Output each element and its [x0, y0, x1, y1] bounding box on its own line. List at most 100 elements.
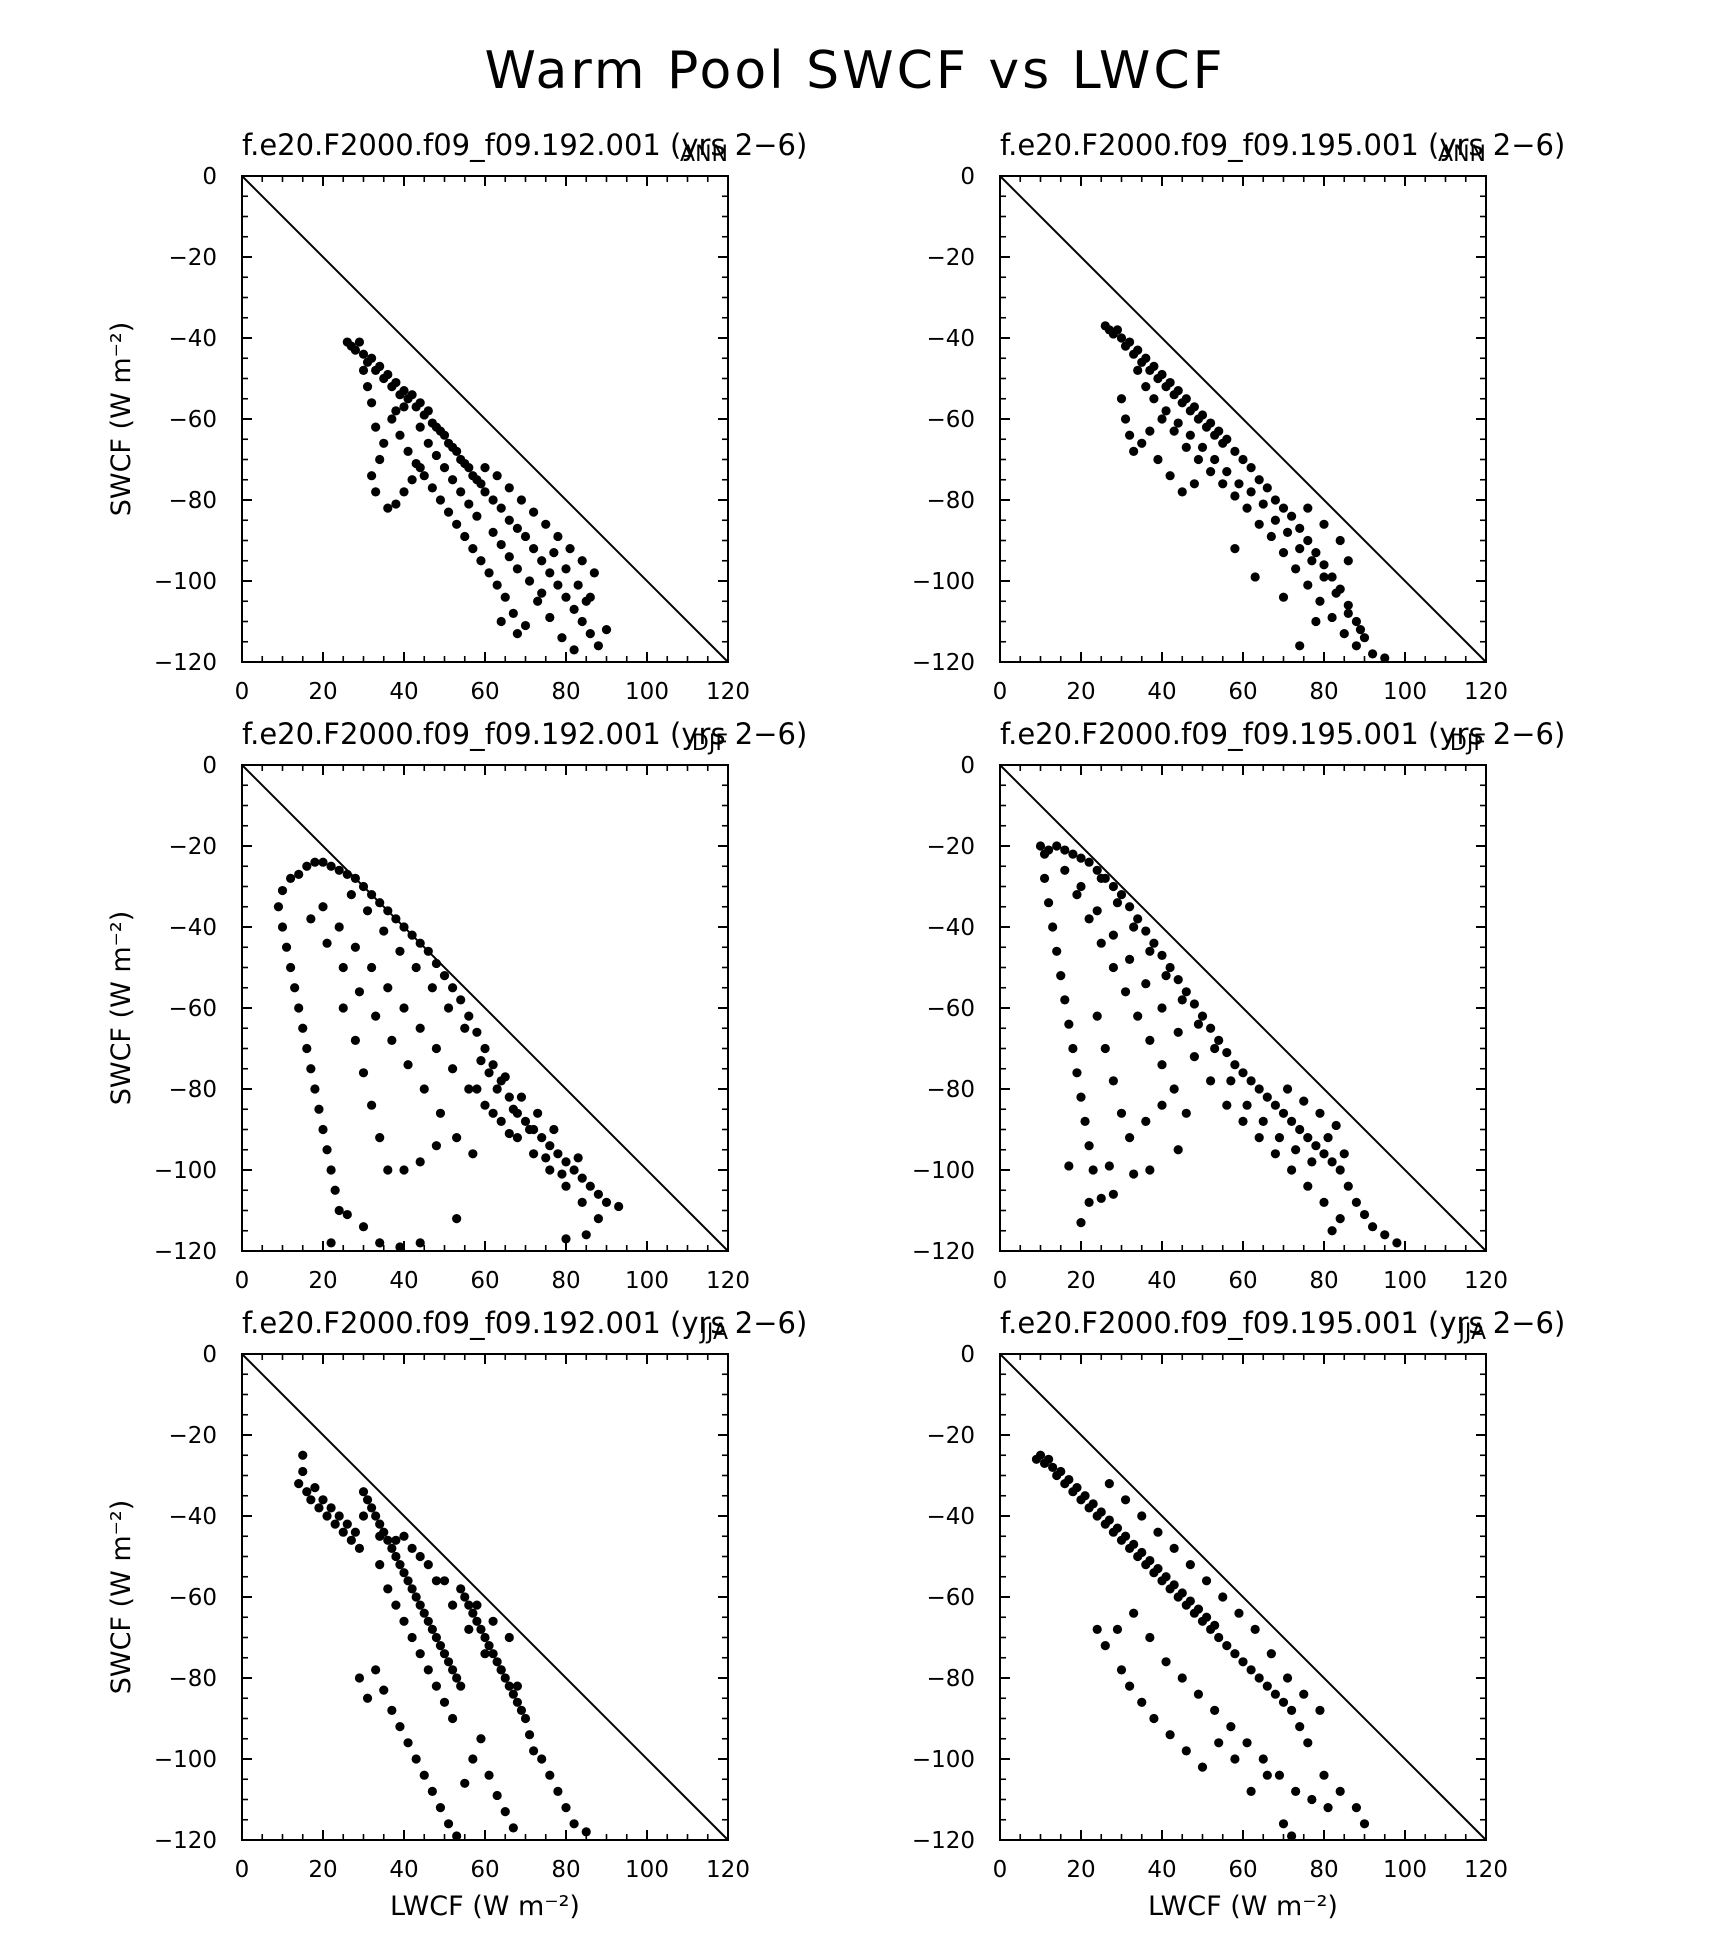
data-point: [1282, 1084, 1293, 1094]
data-point: [1206, 1023, 1216, 1033]
data-point: [1278, 1819, 1289, 1829]
data-point: [1262, 1092, 1272, 1102]
data-point: [1169, 1543, 1179, 1553]
data-point: [496, 1116, 506, 1126]
data-point: [1120, 1495, 1131, 1505]
data-point: [569, 604, 579, 614]
data-point: [395, 946, 405, 956]
y-tick-label: 0: [960, 753, 975, 779]
data-point: [322, 1511, 332, 1521]
data-point: [1096, 1507, 1106, 1517]
data-point: [342, 1519, 352, 1529]
data-point: [1278, 1697, 1289, 1707]
scatter-panel-1: 0 20 40 60 80 100 120 0 −20 −40 −60 −80 −100 −120 f.e2…: [106, 128, 807, 705]
data-point: [1064, 1019, 1074, 1029]
x-tick-label: 0: [235, 679, 250, 705]
data-point: [350, 1527, 360, 1537]
data-point: [480, 487, 490, 497]
data-point: [277, 885, 288, 896]
data-point: [415, 1649, 425, 1659]
data-point: [1351, 1803, 1361, 1813]
data-point: [1052, 946, 1062, 956]
y-tick-label: −40: [926, 326, 975, 352]
data-point: [1125, 430, 1135, 440]
data-point: [1368, 1222, 1378, 1232]
data-point: [589, 568, 599, 578]
data-point: [1133, 1011, 1143, 1021]
data-point: [593, 641, 604, 651]
data-point: [520, 1116, 531, 1126]
data-point: [1234, 1608, 1244, 1618]
data-point: [480, 463, 490, 473]
data-point: [1141, 979, 1151, 989]
data-point: [480, 1100, 490, 1110]
data-point: [601, 1197, 612, 1207]
data-point: [358, 1487, 369, 1497]
x-tick-label: 100: [625, 1268, 669, 1294]
data-point: [1246, 1076, 1256, 1086]
data-point: [1343, 608, 1353, 619]
data-point: [1218, 479, 1228, 489]
data-point: [391, 914, 401, 924]
data-point: [492, 471, 502, 481]
data-point: [322, 1145, 332, 1155]
data-point: [1250, 572, 1260, 582]
one-to-one-line: [241, 175, 729, 663]
data-point: [1282, 1673, 1293, 1683]
data-point: [367, 353, 377, 363]
x-axis-title: LWCF (W m⁻²): [1148, 1891, 1338, 1922]
data-point: [1335, 535, 1345, 546]
data-point: [577, 1173, 587, 1183]
data-point: [529, 507, 539, 517]
data-point: [585, 592, 595, 602]
panel-title: f.e20.F2000.f09_f09.195.001 (yrs 2−6): [1000, 128, 1565, 162]
data-point: [1303, 1181, 1313, 1191]
data-point: [443, 1003, 454, 1013]
data-point: [504, 552, 514, 562]
data-point: [427, 983, 437, 993]
data-point: [614, 1201, 624, 1212]
data-point: [1339, 629, 1349, 639]
data-point: [549, 548, 559, 558]
data-point: [1343, 1181, 1353, 1191]
data-point: [1359, 1819, 1370, 1829]
data-point: [601, 625, 612, 635]
x-tick-label: 120: [706, 1857, 750, 1883]
data-point: [464, 1011, 474, 1021]
data-point: [516, 1092, 527, 1102]
panel-title: f.e20.F2000.f09_f09.192.001 (yrs 2−6): [242, 1306, 807, 1340]
y-tick-label: 0: [960, 164, 975, 190]
data-point: [1210, 1705, 1220, 1715]
data-point: [1262, 1770, 1272, 1780]
data-point: [1068, 849, 1078, 859]
data-point: [415, 422, 425, 432]
data-point: [573, 580, 583, 590]
data-point: [561, 1234, 571, 1244]
data-point: [464, 1624, 474, 1634]
data-point: [488, 1060, 498, 1070]
data-point: [1185, 1596, 1195, 1606]
data-point: [1380, 1230, 1390, 1240]
data-point: [512, 1133, 523, 1143]
data-point: [1064, 1474, 1074, 1485]
data-point: [512, 564, 523, 574]
data-point: [472, 1600, 482, 1610]
data-point: [1319, 560, 1329, 570]
data-point: [448, 1713, 458, 1724]
data-point: [448, 1064, 458, 1074]
data-point: [468, 1754, 478, 1764]
x-tick-label: 40: [1147, 1857, 1176, 1883]
data-point: [452, 1133, 462, 1143]
data-point: [367, 471, 377, 481]
data-point: [1169, 1580, 1179, 1590]
data-point: [1153, 454, 1163, 465]
data-point: [1206, 418, 1216, 428]
data-point: [1112, 1523, 1123, 1533]
data-point: [281, 942, 292, 952]
data-point: [1137, 1697, 1147, 1707]
data-point: [435, 1641, 446, 1651]
x-tick-label: 40: [1147, 1268, 1176, 1294]
data-point: [1246, 1665, 1256, 1675]
data-point: [1145, 1632, 1155, 1643]
x-tick-label: 20: [308, 1268, 337, 1294]
